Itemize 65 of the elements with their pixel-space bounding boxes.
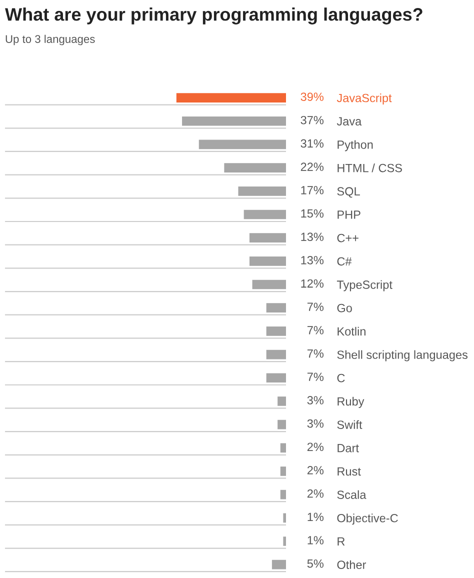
data-label: 37% bbox=[300, 116, 324, 124]
y-tick-label: Swift bbox=[337, 420, 362, 429]
bar bbox=[266, 326, 286, 336]
data-label: 2% bbox=[307, 442, 324, 452]
bar bbox=[238, 186, 286, 196]
y-tick-label: JavaScript bbox=[336, 94, 392, 105]
y-tick-label: Objective-C bbox=[337, 514, 398, 525]
data-label: 1% bbox=[308, 536, 324, 544]
y-tick-label: Scala bbox=[337, 490, 366, 499]
y-tick-label: Rust bbox=[338, 467, 361, 476]
data-label: 3% bbox=[307, 396, 324, 404]
y-tick-label: Python bbox=[338, 140, 373, 152]
y-tick-label: C bbox=[337, 374, 345, 382]
data-label: 7% bbox=[307, 349, 324, 358]
data-label: 13% bbox=[301, 256, 324, 264]
y-tick-label: C# bbox=[337, 257, 352, 266]
data-label: 7% bbox=[307, 302, 324, 311]
bar bbox=[252, 280, 286, 290]
data-label: 17% bbox=[301, 186, 324, 194]
y-tick-label: TypeScript bbox=[336, 280, 392, 292]
bar bbox=[249, 233, 286, 242]
y-tick-label: PHP bbox=[338, 210, 360, 219]
data-label: 31% bbox=[300, 139, 324, 148]
bar bbox=[280, 443, 286, 453]
data-label: 12% bbox=[301, 279, 324, 288]
bar bbox=[280, 466, 286, 476]
bar bbox=[244, 210, 286, 220]
y-tick-label: Java bbox=[336, 117, 362, 126]
data-label: 15% bbox=[301, 209, 324, 218]
data-label: 3% bbox=[307, 419, 324, 428]
bar bbox=[278, 420, 286, 430]
y-tick-label: Go bbox=[337, 304, 352, 312]
bar bbox=[198, 140, 286, 150]
y-tick-label: Kotlin bbox=[338, 326, 366, 336]
bar bbox=[182, 116, 286, 126]
y-tick-label: C++ bbox=[337, 234, 358, 242]
bar bbox=[272, 560, 286, 570]
chart-title: What are your primary programming languages? bbox=[5, 8, 422, 24]
bar bbox=[249, 256, 286, 266]
bar bbox=[224, 163, 286, 172]
bar bbox=[176, 93, 286, 102]
bar bbox=[278, 396, 286, 406]
bar bbox=[283, 513, 286, 523]
chart-subtitle: Up to 3 languages bbox=[6, 34, 95, 46]
y-tick-label: Ruby bbox=[338, 396, 364, 408]
y-tick-label: Other bbox=[337, 560, 366, 569]
data-label: 2% bbox=[307, 466, 324, 474]
data-label: 1% bbox=[308, 512, 324, 522]
y-tick-label: R bbox=[338, 537, 345, 546]
data-label: 7% bbox=[307, 372, 324, 381]
bar bbox=[280, 490, 286, 500]
bar bbox=[283, 536, 286, 546]
bar bbox=[266, 373, 286, 383]
bar bbox=[266, 350, 286, 360]
y-tick-label: Dart bbox=[338, 444, 359, 452]
data-label: 5% bbox=[307, 559, 324, 568]
data-label: 13% bbox=[301, 232, 324, 241]
data-label: 2% bbox=[307, 489, 324, 498]
data-label: 22% bbox=[300, 162, 324, 171]
data-label: 7% bbox=[307, 326, 324, 334]
y-tick-label: HTML / CSS bbox=[338, 164, 402, 172]
y-tick-label: Shell scripting languages bbox=[337, 350, 468, 362]
data-label: 39% bbox=[300, 92, 324, 101]
bar bbox=[266, 303, 286, 313]
y-tick-label: SQL bbox=[337, 187, 360, 198]
